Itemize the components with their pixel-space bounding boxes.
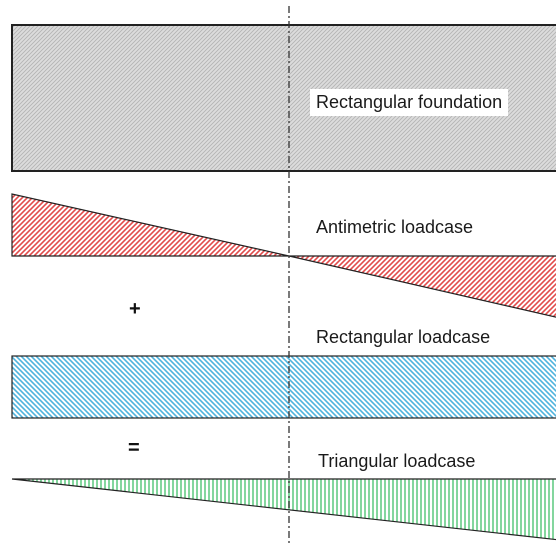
antimetric-load-left [11, 193, 290, 257]
antimetric-label: Antimetric loadcase [316, 217, 474, 237]
rectangular-label: Rectangular loadcase [316, 327, 491, 347]
triangular-load-block [11, 478, 556, 541]
antimetric-load-right [288, 255, 556, 318]
triangular-label: Triangular loadcase [318, 451, 476, 471]
foundation-label: Rectangular foundation [310, 89, 509, 116]
plus-sign: + [129, 298, 141, 320]
rectangular-load-block [11, 355, 556, 419]
equals-sign: = [128, 437, 140, 459]
